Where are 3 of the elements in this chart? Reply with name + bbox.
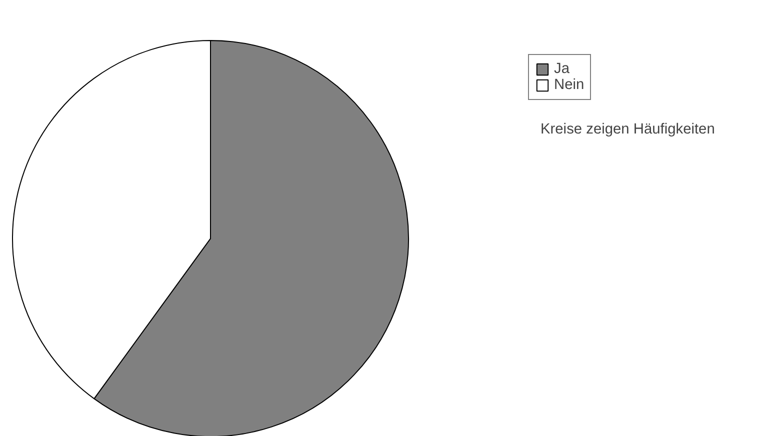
legend-label: Nein — [554, 77, 584, 93]
legend-label: Ja — [554, 61, 570, 77]
text: Kreise zeigen Häufigkeiten — [540, 122, 715, 138]
